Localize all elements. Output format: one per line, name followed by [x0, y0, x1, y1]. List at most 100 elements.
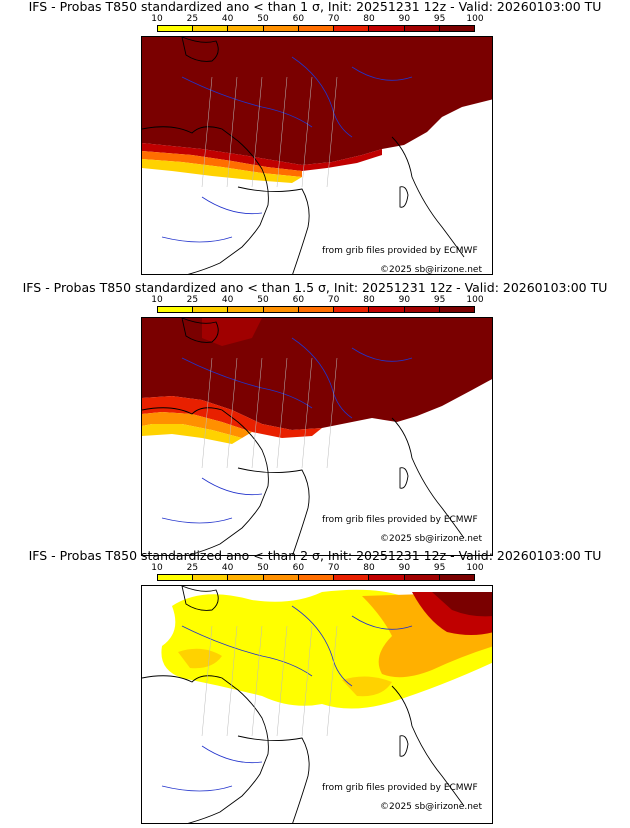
colorbar-swatch: [228, 307, 264, 312]
admin-border: [326, 76, 338, 188]
coastline: [391, 685, 465, 807]
admin-border: [276, 625, 288, 737]
colorbar-swatch: [439, 26, 474, 31]
river-line: [201, 196, 263, 214]
admin-border: [276, 357, 288, 469]
source-credit: from grib files provided by ECMWF: [322, 515, 478, 525]
map-canvas: [142, 37, 492, 274]
probability-contour: [142, 412, 252, 438]
river-line: [181, 625, 313, 677]
coastline: [237, 735, 310, 823]
colorbar-swatch: [298, 575, 335, 580]
probability-contour: [342, 676, 392, 697]
colorbar-tick-label: 50: [257, 14, 269, 24]
admin-border: [226, 625, 238, 737]
admin-border: [276, 76, 288, 188]
source-credit: from grib files provided by ECMWF: [322, 783, 478, 793]
colorbar-tick-label: 80: [363, 563, 375, 573]
probability-contour: [142, 151, 302, 177]
admin-border: [226, 357, 238, 469]
colorbar-swatch: [193, 307, 229, 312]
probability-contour: [178, 648, 222, 669]
source-credit: from grib files provided by ECMWF: [322, 246, 478, 256]
river-line: [291, 605, 353, 687]
coastline: [181, 37, 219, 62]
map-canvas: [142, 318, 492, 555]
colorbar-labels: 10 25 40 50 60 70 80 90 95 100: [151, 563, 483, 574]
colorbar: [157, 306, 475, 313]
colorbar-swatch: [158, 307, 194, 312]
colorbar-swatch: [439, 575, 474, 580]
colorbar-labels: 10 25 40 50 60 70 80 90 95 100: [151, 295, 483, 306]
colorbar-tick-label: 80: [363, 14, 375, 24]
probability-map[interactable]: [141, 317, 493, 556]
colorbar-tick-label: 40: [221, 295, 234, 305]
colorbar-swatch: [228, 26, 264, 31]
coastline: [237, 467, 310, 555]
river-line: [291, 56, 353, 138]
probability-contour: [142, 318, 492, 430]
admin-border: [301, 625, 313, 737]
colorbar-tick-label: 95: [433, 14, 446, 24]
colorbar-tick-label: 100: [466, 14, 484, 24]
coastline: [237, 186, 310, 274]
colorbar-swatch: [298, 26, 335, 31]
colorbar-tick-label: 60: [292, 14, 305, 24]
admin-border: [201, 76, 213, 188]
colorbar-tick-label: 40: [221, 563, 234, 573]
colorbar-swatch: [404, 575, 440, 580]
coastline: [142, 126, 269, 274]
probability-contour: [432, 592, 492, 617]
river-line: [161, 517, 233, 524]
probability-contour: [142, 159, 302, 183]
colorbar-swatch: [334, 307, 370, 312]
colorbar-swatch: [158, 26, 194, 31]
coastline: [181, 586, 219, 611]
panel-title: IFS - Probas T850 standardized ano < tha…: [22, 280, 608, 295]
coastline: [399, 735, 409, 757]
colorbar-tick-label: 60: [292, 563, 305, 573]
probability-contour: [142, 143, 382, 171]
colorbar-tick-label: 70: [327, 14, 340, 24]
map-panel-3: IFS - Probas T850 standardized ano < tha…: [0, 549, 630, 825]
map-panel-2: IFS - Probas T850 standardized ano < tha…: [0, 281, 630, 557]
colorbar-tick-label: 50: [257, 563, 269, 573]
colorbar-tick-label: 50: [257, 295, 269, 305]
site-credit: ©2025 sb@irizone.net: [380, 265, 482, 275]
coastline: [391, 136, 465, 258]
colorbar-labels: 10 25 40 50 60 70 80 90 95 100: [151, 14, 483, 25]
colorbar-swatch: [334, 26, 370, 31]
admin-border: [251, 625, 263, 737]
colorbar-tick-label: 10: [151, 14, 163, 24]
probability-map[interactable]: [141, 36, 493, 275]
river-line: [161, 785, 233, 792]
admin-border: [326, 357, 338, 469]
colorbar-tick-label: 25: [186, 295, 199, 305]
colorbar-swatch: [439, 307, 474, 312]
map-canvas: [142, 586, 492, 823]
colorbar-swatch: [263, 26, 299, 31]
admin-border: [226, 76, 238, 188]
colorbar-tick-label: 95: [433, 563, 446, 573]
colorbar-tick-label: 60: [292, 295, 305, 305]
site-credit: ©2025 sb@irizone.net: [380, 534, 482, 544]
colorbar: [157, 574, 475, 581]
river-line: [351, 66, 413, 81]
colorbar-tick-label: 90: [398, 563, 411, 573]
admin-border: [301, 357, 313, 469]
admin-border: [201, 625, 213, 737]
river-line: [181, 357, 313, 409]
colorbar-swatch: [298, 307, 335, 312]
coastline: [181, 318, 219, 343]
colorbar: [157, 25, 475, 32]
site-credit: ©2025 sb@irizone.net: [380, 802, 482, 812]
colorbar-tick-label: 70: [327, 295, 340, 305]
coastline: [391, 417, 465, 539]
coastline: [142, 675, 269, 823]
probability-map[interactable]: [141, 585, 493, 824]
colorbar-swatch: [158, 575, 194, 580]
river-line: [161, 236, 233, 243]
river-line: [201, 745, 263, 763]
river-line: [181, 76, 313, 128]
colorbar-tick-label: 10: [151, 295, 163, 305]
